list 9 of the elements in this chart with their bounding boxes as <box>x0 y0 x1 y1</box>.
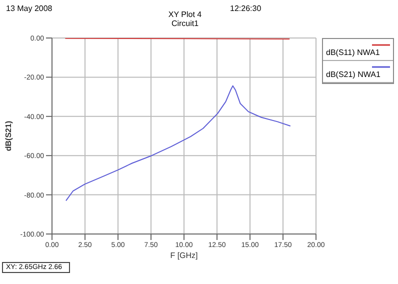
line-series <box>65 85 291 202</box>
legend-label: dB(S11) NWA1 <box>326 48 381 57</box>
chart-subtitle: Circuit1 <box>170 19 200 28</box>
legend-label: dB(S21) NWA1 <box>326 70 382 79</box>
y-axis-title: dB(S21) <box>4 120 13 152</box>
chart-title: XY Plot 4 <box>168 10 202 19</box>
x-axis-title: F [GHz] <box>170 251 198 260</box>
text: 12:26:30 <box>230 4 262 13</box>
text: 13 May 2008 <box>6 4 52 13</box>
